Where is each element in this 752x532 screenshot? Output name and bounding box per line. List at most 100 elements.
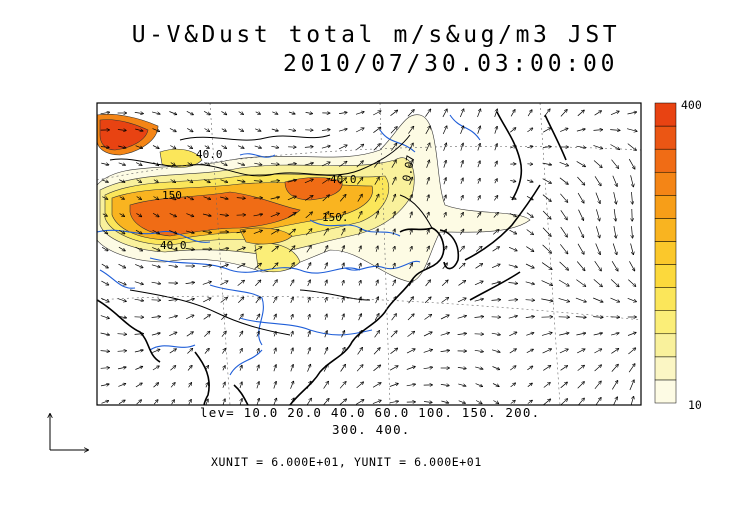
wind-vector-arrow-icon [134,334,144,335]
wind-vector-arrow-icon [168,316,177,319]
wind-vector-arrow-icon [341,331,345,338]
colorbar-swatch [654,356,677,381]
wind-vector-arrow-icon [257,382,259,389]
wind-vector-arrow-icon [576,333,585,336]
wind-vector-arrow-icon [614,209,616,221]
wind-vector-arrow-icon [151,333,160,336]
wind-vector-arrow-icon [239,331,242,337]
wind-vector-arrow-icon [358,314,362,321]
wind-vector-arrow-icon [526,333,533,336]
wind-vector-arrow-icon [359,297,361,304]
wind-vector-arrow-icon [425,109,430,117]
wind-vector-arrow-icon [221,314,226,320]
wind-vector-arrow-icon [305,229,312,236]
wind-vector-arrow-icon [152,366,159,371]
wind-vector-arrow-icon [459,246,465,253]
wind-vector-arrow-icon [440,350,450,351]
wind-vector-arrow-icon [290,381,294,389]
wind-vector-arrow-icon [509,332,516,337]
wind-vector-arrow-icon [613,226,616,238]
wind-vector-arrow-icon [409,195,412,202]
wind-vector-arrow-icon [629,380,634,391]
wind-vector-arrow-icon [577,192,584,203]
wind-vector-arrow-icon [238,129,244,132]
wind-vector-arrow-icon [423,367,433,368]
wind-vector-arrow-icon [255,280,260,287]
wind-vector-field [100,109,637,405]
wind-vector-arrow-icon [271,230,279,235]
wind-vector-arrow-icon [306,263,310,270]
wind-vector-arrow-icon [342,314,344,321]
wind-vector-arrow-icon [221,145,227,149]
wind-vector-arrow-icon [492,230,499,235]
wind-vector-arrow-icon [491,349,500,352]
wind-vector-arrow-icon [525,300,535,301]
wind-vector-arrow-icon [136,400,142,405]
wind-vector-arrow-icon [406,349,415,354]
wind-vector-arrow-icon [423,332,432,337]
wind-vector-arrow-icon [526,349,533,354]
wind-vector-arrow-icon [253,181,262,182]
wind-vector-arrow-icon [611,349,618,354]
colorbar-swatch [654,195,677,219]
wind-vector-arrow-icon [101,401,109,404]
wind-vector-arrow-icon [323,229,328,236]
wind-vector-arrow-icon [102,230,108,234]
wind-vector-arrow-icon [527,366,532,371]
wind-vector-arrow-icon [542,163,552,165]
wind-vector-arrow-icon [374,314,379,321]
wind-vector-arrow-icon [508,246,517,250]
wind-vector-arrow-icon [323,364,328,372]
wind-vector-arrow-icon [478,161,480,168]
wind-vector-arrow-icon [322,399,329,405]
wind-vector-arrow-icon [393,247,395,252]
wind-vector-arrow-icon [187,162,193,166]
wind-vector-arrow-icon [527,110,532,117]
wind-vector-arrow-icon [204,331,209,337]
wind-vector-arrow-icon [543,399,551,405]
wind-vector-arrow-icon [220,197,228,199]
wind-vector-arrow-icon [339,112,347,113]
wind-vector-arrow-icon [560,110,567,117]
wind-vector-arrow-icon [376,280,378,286]
wind-vector-arrow-icon [410,229,412,235]
wind-vector-arrow-icon [392,280,396,287]
wind-vector-arrow-icon [375,297,379,304]
wind-vector-arrow-icon [240,349,242,354]
wind-vector-arrow-icon [627,112,637,115]
wind-vector-arrow-icon [560,226,568,237]
wind-vector-arrow-icon [306,381,311,389]
wind-vector-arrow-icon [391,160,396,168]
colorbar-swatch [654,241,677,265]
wind-vector-arrow-icon [542,244,552,253]
wind-vector-arrow-icon [426,246,430,252]
wind-vector-arrow-icon [376,229,378,236]
wind-vector-arrow-icon [118,263,126,268]
wind-vector-arrow-icon [237,162,245,165]
wind-vector-arrow-icon [408,126,413,134]
wind-vector-arrow-icon [288,229,296,236]
wind-vector-arrow-icon [492,383,499,387]
wind-vector-arrow-icon [612,381,617,390]
wind-vector-arrow-icon [459,109,463,118]
wind-vector-arrow-icon [189,400,191,405]
wind-vector-arrow-icon [255,297,260,304]
wind-vector-arrow-icon [186,315,194,320]
wind-vector-arrow-icon [372,383,381,388]
colorbar-swatch [654,333,677,358]
wind-vector-arrow-icon [100,112,110,114]
contour-label: 40.0 [196,148,223,161]
wind-vector-arrow-icon [560,366,568,371]
colorbar-swatch [654,148,677,173]
wind-vector-arrow-icon [424,315,432,320]
wind-vector-arrow-icon [376,264,378,269]
wind-vector-arrow-icon [135,246,143,251]
wind-vector-arrow-icon [169,213,177,216]
wind-vector-arrow-icon [270,197,280,199]
wind-vector-arrow-icon [595,226,599,237]
wind-vector-arrow-icon [324,331,327,338]
wind-vector-arrow-icon [594,176,601,185]
wind-vector-arrow-icon [272,280,277,287]
wind-vector-arrow-icon [440,315,449,320]
